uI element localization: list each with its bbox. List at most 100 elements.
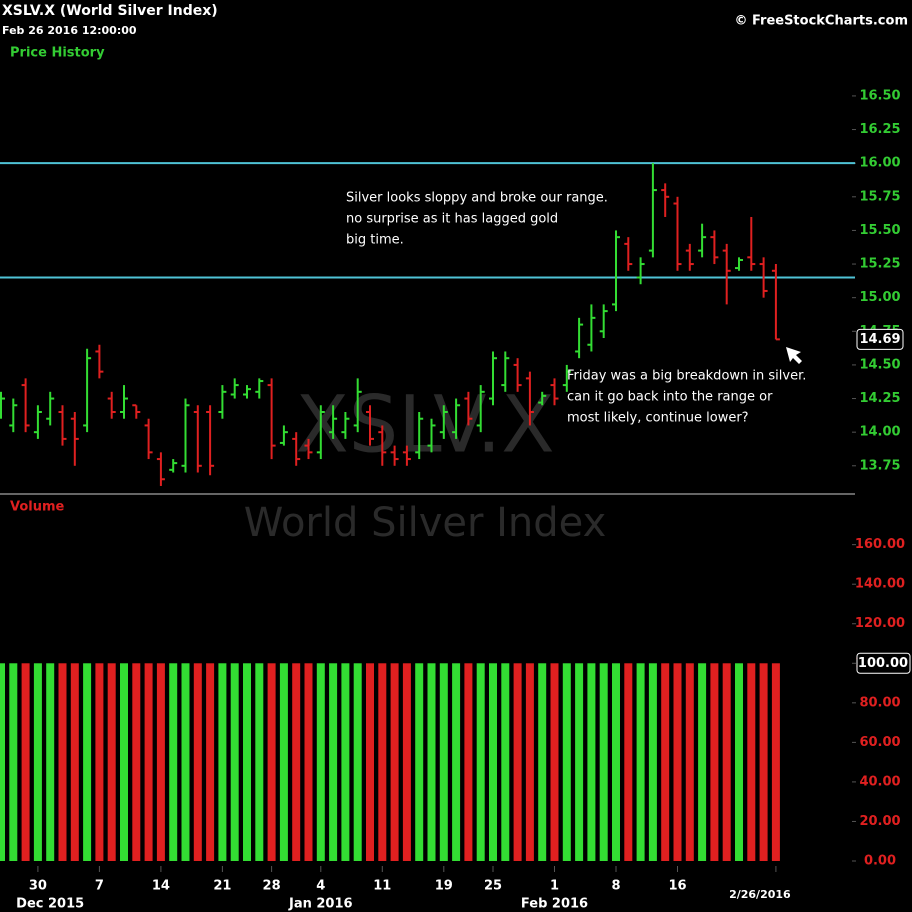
- datetime: Feb 26 2016 12:00:00: [2, 24, 137, 37]
- value-label: 100.00: [858, 656, 908, 671]
- pane-title: Price History: [10, 46, 105, 61]
- volume-bar: [218, 663, 227, 861]
- volume-bar: [230, 663, 239, 861]
- x-month-label: Feb 2016: [521, 897, 588, 912]
- volume-bar: [156, 663, 165, 861]
- volume-bar: [366, 663, 374, 861]
- volume-bar: [243, 663, 251, 861]
- x-tick-label: 4: [316, 879, 325, 894]
- credit: © FreeStockCharts.com: [734, 14, 908, 29]
- volume-bar: [206, 663, 215, 861]
- volume-bar: [636, 663, 645, 861]
- volume-bar: [562, 663, 571, 861]
- watermark: XSLV.X: [295, 380, 554, 470]
- x-tick-label: 2/26/2016: [729, 888, 791, 901]
- y-tick-label: 13.75: [859, 458, 900, 473]
- volume-bar: [722, 663, 731, 861]
- x-tick-label: 25: [484, 879, 502, 894]
- pane-title: Volume: [10, 500, 65, 515]
- y-tick-label: 20.00: [859, 814, 900, 829]
- volume-bar: [378, 663, 387, 861]
- volume-bar: [95, 663, 104, 861]
- x-month-label: Dec 2015: [16, 897, 84, 912]
- last-price-box: [856, 328, 904, 350]
- volume-bar: [304, 663, 313, 861]
- volume-bar: [427, 663, 436, 861]
- x-tick-label: 14: [152, 879, 170, 894]
- volume-bar: [673, 663, 682, 861]
- volume-bar: [698, 663, 707, 861]
- y-tick-label: 16.00: [859, 156, 900, 171]
- volume-bar: [316, 663, 325, 861]
- watermark: World Silver Index: [244, 500, 607, 546]
- y-tick-label: 14.50: [859, 357, 900, 372]
- volume-bar: [83, 663, 92, 861]
- x-tick-label: 19: [435, 879, 453, 894]
- volume-bar: [402, 663, 411, 861]
- x-tick-label: 7: [95, 879, 104, 894]
- volume-bar: [341, 663, 350, 861]
- volume-bar: [587, 663, 596, 861]
- volume-bar: [292, 663, 301, 861]
- x-tick-label: 8: [611, 879, 620, 894]
- volume-bar: [21, 663, 30, 861]
- x-tick-label: 28: [263, 879, 281, 894]
- volume-bar: [710, 663, 719, 861]
- y-tick-label: 80.00: [859, 695, 900, 710]
- volume-bar: [624, 663, 633, 861]
- volume-bar: [661, 663, 670, 861]
- volume-bar: [255, 663, 264, 861]
- volume-bar: [329, 663, 338, 861]
- y-tick-label: 160.00: [855, 537, 905, 552]
- x-tick-label: 30: [29, 879, 47, 894]
- volume-bar: [120, 663, 128, 861]
- y-tick-label: 140.00: [855, 577, 905, 592]
- volume-bar: [550, 663, 559, 861]
- volume-bar: [575, 663, 584, 861]
- volume-bar: [169, 663, 178, 861]
- x-tick-label: 11: [373, 879, 391, 894]
- symbol-title: XSLV.X (World Silver Index): [2, 3, 218, 19]
- volume-bar: [46, 663, 55, 861]
- volume-bar: [70, 663, 79, 861]
- annotation: Silver looks sloppy and broke our range.: [346, 191, 608, 206]
- value-label-box: [856, 652, 911, 674]
- x-tick-label: 16: [668, 879, 686, 894]
- volume-bar: [735, 663, 743, 861]
- y-tick-label: 16.25: [859, 122, 900, 137]
- last-price-label: 14.69: [859, 332, 900, 347]
- y-tick-label: 14.00: [859, 425, 900, 440]
- volume-bar: [267, 663, 276, 861]
- volume-bar: [452, 663, 461, 861]
- volume-bar: [390, 663, 399, 861]
- volume-bar: [0, 663, 5, 861]
- volume-bar: [513, 663, 522, 861]
- x-tick-label: 1: [550, 879, 559, 894]
- y-tick-label: 15.00: [859, 290, 900, 305]
- volume-bar: [476, 663, 485, 861]
- volume-bar: [353, 663, 362, 861]
- cursor-arrow: [786, 347, 802, 364]
- x-tick-label: 21: [213, 879, 231, 894]
- annotation: big time.: [346, 233, 404, 248]
- volume-bar: [181, 663, 190, 861]
- annotation: Friday was a big breakdown in silver.: [567, 369, 806, 384]
- volume-bar: [132, 663, 141, 861]
- x-month-label: Jan 2016: [288, 897, 353, 912]
- volume-bar: [9, 663, 18, 861]
- volume-bar: [501, 663, 510, 861]
- volume-bar: [439, 663, 448, 861]
- volume-bar: [685, 663, 694, 861]
- volume-bar: [599, 663, 608, 861]
- volume-bar: [538, 663, 547, 861]
- volume-bar: [648, 663, 657, 861]
- volume-bar: [464, 663, 473, 861]
- volume-bar: [415, 663, 424, 861]
- volume-bar: [612, 663, 620, 861]
- volume-bar: [193, 663, 202, 861]
- y-tick-label: 120.00: [855, 616, 905, 631]
- volume-bar: [747, 663, 756, 861]
- volume-bar: [33, 663, 42, 861]
